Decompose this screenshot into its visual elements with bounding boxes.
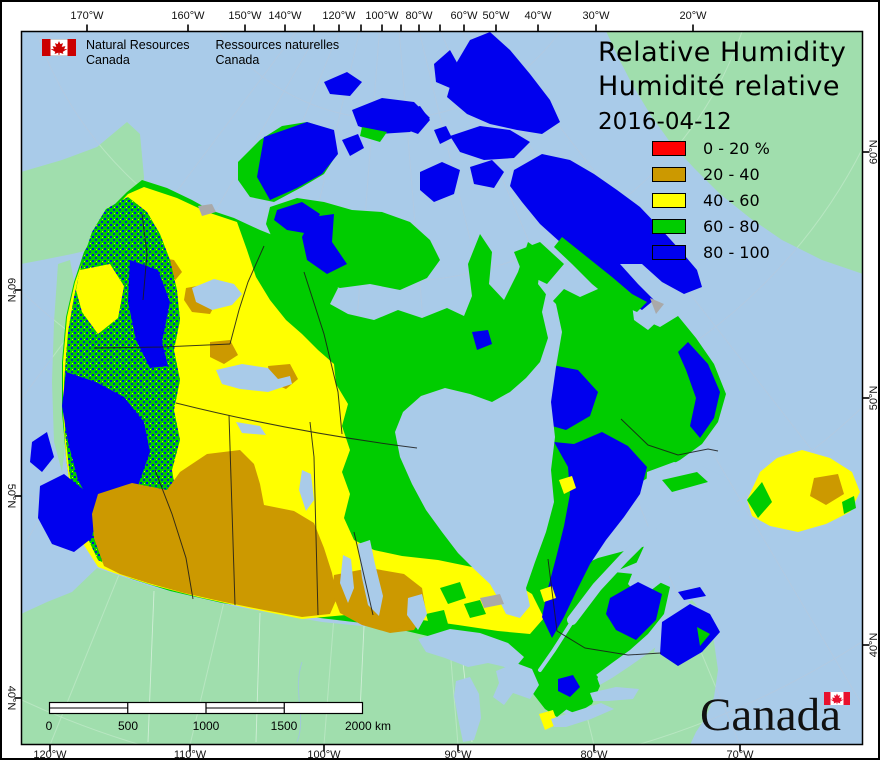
lon-label-bottom: 100°W — [307, 749, 341, 760]
lon-label-top: 140°W — [268, 10, 302, 22]
legend-swatch-0-20 — [652, 140, 686, 156]
lat-label-right: 50°N — [868, 385, 880, 411]
legend-row: 40 - 60 — [652, 187, 770, 213]
lon-label-top: 150°W — [228, 10, 262, 22]
title-en: Relative Humidity — [598, 37, 847, 68]
ontario-green-patches — [426, 582, 486, 628]
lon-label-top: 120°W — [322, 10, 356, 22]
legend-label: 0 - 20 % — [703, 138, 770, 158]
lon-label-top: 100°W — [365, 10, 399, 22]
scale-label: 1000 — [192, 719, 220, 733]
lon-label-bottom: 120°W — [33, 749, 67, 760]
nrcan-logo: Natural Resources Canada Ressources natu… — [42, 38, 365, 68]
legend-row: 60 - 80 — [652, 213, 770, 239]
hudson-bay — [395, 294, 562, 618]
logo-text-fr-1: Ressources naturelles — [215, 38, 340, 52]
legend-label: 60 - 80 — [703, 216, 760, 236]
legend: 0 - 20 % 20 - 40 40 - 60 60 - 80 80 - 10… — [652, 135, 770, 265]
us-state-lines — [147, 590, 473, 743]
lat-label-right: 60°N — [868, 139, 880, 165]
scale-label: 1500 — [270, 719, 298, 733]
lakes — [192, 279, 639, 742]
humidity-20-40-bc — [92, 450, 337, 617]
logo-text-en-2: Canada — [86, 53, 130, 67]
lon-label-bottom: 80°W — [580, 749, 608, 760]
wordmark-flag-icon — [824, 692, 850, 705]
lat-label-right: 40°N — [868, 632, 880, 658]
no-data-patches — [198, 204, 664, 608]
axis-ticks — [14, 24, 870, 752]
legend-swatch-20-40 — [652, 166, 686, 182]
legend-swatch-80-100 — [652, 244, 686, 260]
arctic-islands — [238, 32, 702, 388]
greenland — [606, 31, 863, 274]
lat-label-left: 40°N — [5, 685, 17, 711]
legend-swatch-40-60 — [652, 192, 686, 208]
new-brunswick-blue — [606, 582, 662, 640]
scale-label: 500 — [117, 719, 139, 733]
western-mountains — [38, 197, 180, 574]
scale-label-end: 2000 km — [345, 719, 392, 733]
lon-label-top: 170°W — [70, 10, 104, 22]
legend-row: 0 - 20 % — [652, 135, 770, 161]
wordmark-text: Canada — [700, 689, 841, 741]
logo-text-en-1: Natural Resources — [86, 38, 190, 52]
atlantic-islands — [30, 432, 860, 666]
lon-label-bottom: 70°W — [726, 749, 754, 760]
lon-label-bottom: 90°W — [444, 749, 472, 760]
southern-ontario — [518, 653, 598, 730]
st-lawrence-estuary — [567, 525, 657, 625]
title-date: 2016-04-12 — [598, 109, 732, 135]
lon-label-top: 50°W — [482, 10, 510, 22]
lon-label-top: 30°W — [582, 10, 610, 22]
lon-label-top: 80°W — [405, 10, 433, 22]
legend-swatch-60-80 — [652, 218, 686, 234]
province-borders — [93, 213, 719, 656]
st-lawrence-river — [538, 612, 579, 672]
lon-label-bottom: 110°W — [173, 749, 207, 760]
lat-label-left: 60°N — [5, 277, 17, 303]
scale-bar-graphic — [48, 701, 364, 715]
map-title: Relative Humidity Humidité relative 2016… — [598, 36, 846, 137]
logo-text-fr-2: Canada — [215, 53, 260, 67]
title-fr: Humidité relative — [598, 71, 840, 102]
scale-label: 0 — [45, 719, 53, 733]
humidity-20-40-ontario — [380, 598, 414, 630]
canada-wordmark: Canada — [700, 690, 860, 744]
lon-label-top: 160°W — [171, 10, 205, 22]
legend-label: 80 - 100 — [703, 242, 770, 262]
legend-row: 20 - 40 — [652, 161, 770, 187]
lat-label-left: 50°N — [5, 483, 17, 509]
scale-bar: 0 500 1000 1500 2000 km — [42, 700, 402, 740]
lon-label-top: 40°W — [524, 10, 552, 22]
legend-row: 80 - 100 — [652, 239, 770, 265]
map-frame — [20, 30, 864, 746]
legend-label: 20 - 40 — [703, 164, 760, 184]
canada-flag-icon — [42, 39, 76, 56]
legend-label: 40 - 60 — [703, 190, 760, 210]
lon-label-top: 60°W — [450, 10, 478, 22]
gulf-st-lawrence — [628, 462, 738, 598]
lon-label-top: 20°W — [679, 10, 707, 22]
